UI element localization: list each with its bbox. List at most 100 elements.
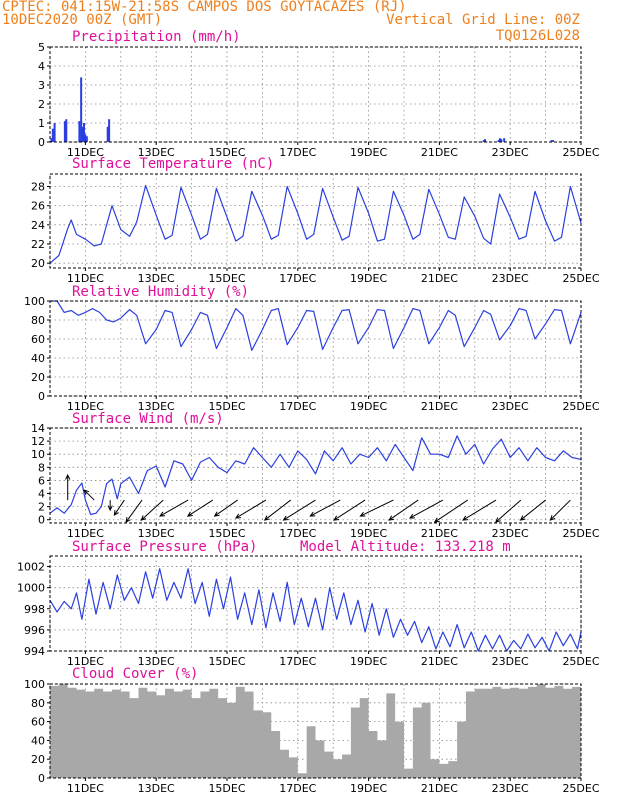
wind-xtick-label: 25DEC [562,527,599,540]
rh-xtick-label: 11DEC [67,400,104,413]
precip-frame [49,46,582,143]
rh-ytick-label: 0 [38,390,45,403]
wind-frame [49,427,582,524]
pressure-xtick-label: 13DEC [138,655,175,668]
pressure-ytick-label: 1002 [17,561,45,574]
wind-arrow [113,499,125,517]
cloud-cover-area [50,684,581,778]
wind-arrow [519,499,546,521]
wind-arrow [388,499,419,521]
wind-arrow [309,499,341,517]
wind-arrow [282,499,316,521]
pressure-xtick-label: 19DEC [350,655,387,668]
wind-arrow [462,499,497,521]
wind-xtick-label: 13DEC [138,527,175,540]
temp-ytick-label: 24 [31,219,45,232]
temp-xtick-label: 11DEC [67,272,104,285]
cloud-ytick-label: 60 [31,716,45,729]
pressure-xtick-label: 11DEC [67,655,104,668]
rh-ytick-label: 80 [31,314,45,327]
header-grid-note: Vertical Grid Line: 00Z [386,12,580,28]
wind-arrow [186,499,214,517]
precip-ytick-label: 0 [38,136,45,149]
rh-series-line [50,300,582,351]
pressure-annotation: Model Altitude: 133.218 m [300,539,511,555]
wind-arrow [140,499,164,521]
precip-bar [65,119,68,142]
cloud-title: Cloud Cover (%) [72,666,198,682]
precip-ytick-label: 1 [38,117,45,130]
temp-xtick-label: 19DEC [350,272,387,285]
rh-title: Relative Humidity (%) [72,284,249,300]
wind-xtick-label: 11DEC [67,527,104,540]
rh-xtick-label: 25DEC [562,400,599,413]
wind-arrow [408,499,444,519]
wind-arrow [549,499,571,521]
temp-xtick-label: 23DEC [492,272,529,285]
rh-ytick-label: 100 [24,295,45,308]
rh-xtick-label: 19DEC [350,400,387,413]
wind-arrow [107,500,113,512]
rh-xtick-label: 17DEC [279,400,316,413]
pressure-panel: 994 996 998 1000 1002 11DEC 13DEC 15DEC 17DEC 19D… [17,539,600,668]
precip-bar [503,138,506,142]
precip-panel: 0 1 2 3 4 5 11DEC 13DEC 15DEC 17DEC 19DEC 21DEC 23DE… [38,29,600,159]
wind-arrow [213,499,238,517]
rh-ytick-label: 20 [31,371,45,384]
temp-panel: 20 22 24 26 28 11DEC 13DEC 15DEC 17DEC 19DEC 21DEC… [31,156,600,285]
wind-ytick-label: 12 [31,435,45,448]
precip-bar [80,77,83,142]
cloud-xtick-label: 13DEC [138,782,175,795]
pressure-xtick-label: 23DEC [492,655,529,668]
precip-ytick-label: 2 [38,98,45,111]
cloud-xtick-label: 25DEC [562,782,599,795]
temp-frame [49,173,582,269]
wind-ytick-label: 14 [31,422,45,435]
precip-xtick-label: 11DEC [67,146,104,159]
precip-xtick-label: 13DEC [138,146,175,159]
precip-bar [51,128,54,142]
pressure-ytick-label: 996 [24,624,45,637]
temp-series-line [49,184,582,264]
pressure-xtick-label: 25DEC [562,655,599,668]
precip-bar [108,119,111,142]
temp-xtick-label: 17DEC [279,272,316,285]
wind-ytick-label: 10 [31,448,45,461]
precip-xtick-label: 25DEC [562,146,599,159]
precip-bar [81,126,84,142]
precip-xtick-label: 19DEC [350,146,387,159]
precip-bar [50,138,53,142]
wind-xtick-label: 17DEC [279,527,316,540]
temp-title: Surface Temperature (nC) [72,156,274,172]
precip-xtick-label: 21DEC [421,146,458,159]
wind-ytick-label: 2 [38,501,45,514]
cloud-ytick-label: 0 [38,772,45,785]
temp-ytick-label: 26 [31,200,45,213]
precip-bar [552,140,555,142]
wind-series-line [49,435,582,516]
pressure-ytick-label: 998 [24,603,45,616]
temp-xtick-label: 21DEC [421,272,458,285]
pressure-series-line [49,568,582,652]
rh-panel: 0 20 40 60 80 100 11DEC 13DEC 15DEC 17DEC 19DEC 21D… [24,284,600,413]
precip-xtick-label: 15DEC [208,146,245,159]
temp-ytick-label: 22 [31,238,45,251]
precip-bar [78,121,81,142]
pressure-ytick-label: 1000 [17,582,45,595]
wind-ytick-label: 8 [38,461,45,474]
precip-bar [484,139,487,142]
cloud-xtick-label: 17DEC [279,782,316,795]
wind-xtick-label: 19DEC [350,527,387,540]
precip-xtick-label: 17DEC [279,146,316,159]
wind-title: Surface Wind (m/s) [72,411,224,427]
precip-bar [497,140,500,142]
precip-bar [550,140,553,142]
precip-xtick-label: 23DEC [492,146,529,159]
wind-arrow [263,499,292,521]
wind-arrow [494,499,522,523]
pressure-xtick-label: 17DEC [279,655,316,668]
wind-xtick-label: 21DEC [421,527,458,540]
wind-arrow [159,499,189,517]
